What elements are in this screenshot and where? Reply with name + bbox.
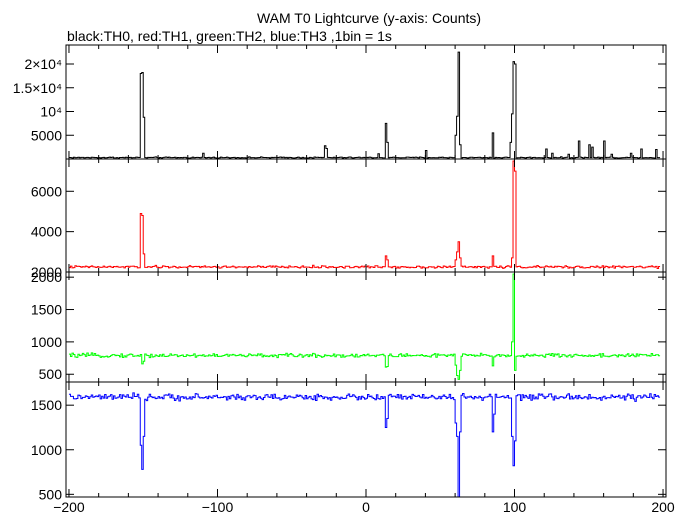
x-tick-label: −200 bbox=[53, 499, 85, 515]
y-tick-label: 6000 bbox=[31, 183, 62, 199]
x-tick-label: 100 bbox=[503, 499, 527, 515]
y-tick-label: 1.5×10⁴ bbox=[13, 80, 62, 96]
series-line-th2 bbox=[68, 273, 661, 380]
y-tick-label: 500 bbox=[39, 366, 63, 382]
y-tick-label: 4000 bbox=[31, 224, 62, 240]
series-line-th0 bbox=[68, 51, 661, 159]
x-axis: −200 −100 0 100 200 bbox=[53, 499, 675, 515]
y-tick-label: 1000 bbox=[31, 442, 62, 458]
chart-subtitle: black:TH0, red:TH1, green:TH2, blue:TH3 … bbox=[67, 28, 392, 44]
x-tick-label: 0 bbox=[362, 499, 370, 515]
panel-frame bbox=[65, 271, 667, 383]
y-tick-label: 1000 bbox=[31, 334, 62, 350]
panel-frame bbox=[65, 158, 667, 273]
series-line-th1 bbox=[68, 160, 661, 270]
y-tick-label: 5000 bbox=[31, 127, 62, 143]
panel-th1: 2000 4000 6000 bbox=[31, 158, 667, 280]
y-tick-label: 1500 bbox=[31, 397, 62, 413]
panel-th2: 500 1000 1500 2000 bbox=[31, 269, 667, 383]
panel-th0: 5000 10⁴ 1.5×10⁴ 2×10⁴ bbox=[13, 44, 667, 160]
panel-th3: 500 1000 1500 bbox=[31, 381, 667, 502]
y-tick-label: 1500 bbox=[31, 302, 62, 318]
panel-frame bbox=[65, 44, 667, 160]
y-tick-label: 10⁴ bbox=[40, 104, 62, 120]
x-tick-label: −100 bbox=[202, 499, 234, 515]
panels-group: 5000 10⁴ 1.5×10⁴ 2×10⁴ 2000 4000 6000 500 1000 15… bbox=[13, 44, 667, 502]
chart-title: WAM T0 Lightcurve (y-axis: Counts) bbox=[257, 10, 481, 26]
y-tick-label: 2×10⁴ bbox=[24, 56, 62, 72]
y-tick-label: 500 bbox=[39, 486, 63, 502]
x-tick-label: 200 bbox=[651, 499, 675, 515]
series-line-th3 bbox=[68, 392, 661, 498]
y-tick-label: 2000 bbox=[31, 264, 62, 280]
y-tick-label: 2000 bbox=[31, 269, 62, 285]
